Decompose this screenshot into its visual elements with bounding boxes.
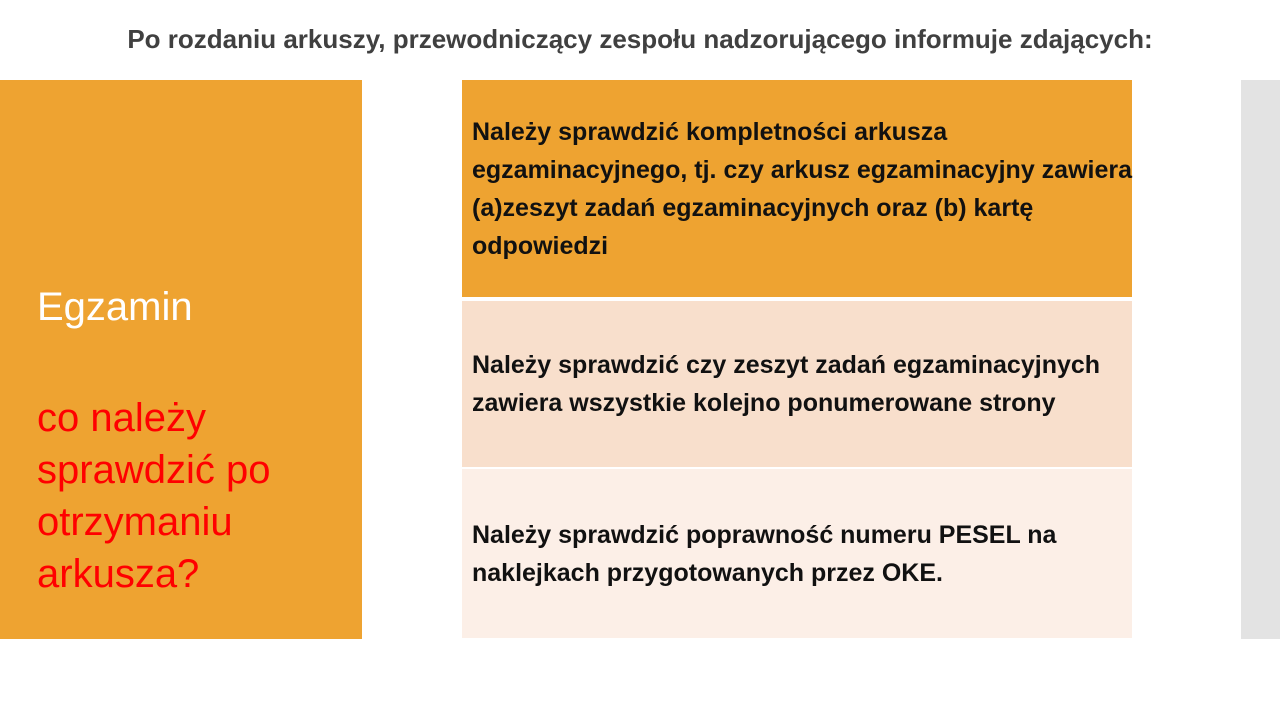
info-box-3: Należy sprawdzić poprawność numeru PESEL…	[462, 469, 1132, 638]
info-text: Należy sprawdzić czy zeszyt zadań egzami…	[472, 351, 1101, 417]
info-text: Należy sprawdzić poprawność numeru PESEL…	[472, 520, 1057, 587]
side-decoration	[1241, 80, 1280, 639]
info-box-2: Należy sprawdzić czy zeszyt zadań egzami…	[462, 301, 1132, 467]
left-panel: Egzamin co należy sprawdzić po otrzymani…	[0, 80, 362, 639]
panel-heading: Egzamin	[37, 285, 193, 329]
panel-question: co należy sprawdzić po otrzymaniu arkusz…	[37, 396, 271, 596]
info-text: Należy sprawdzić kompletności arkusza eg…	[472, 117, 1132, 260]
slide-title: Po rozdaniu arkuszy, przewodniczący zesp…	[127, 24, 1153, 54]
info-box-1: Należy sprawdzić kompletności arkusza eg…	[462, 80, 1132, 297]
